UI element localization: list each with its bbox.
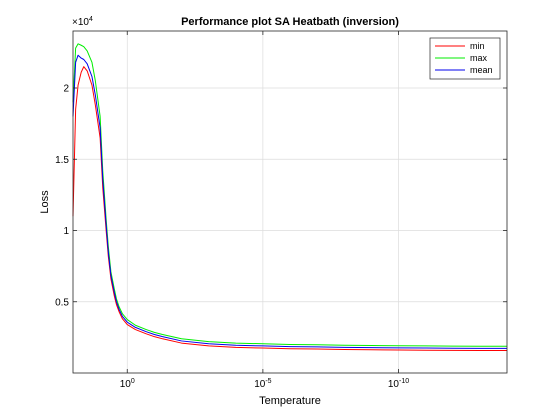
- x-tick-base: 10: [254, 379, 266, 390]
- x-tick-exponent: 0: [131, 378, 135, 385]
- legend-label-min: min: [470, 41, 485, 51]
- y-tick-label: 0.5: [55, 297, 69, 308]
- series-layer: [72, 43, 507, 351]
- axes-frame: [72, 30, 508, 374]
- y-axis-label: Loss: [39, 190, 51, 214]
- legend: min max mean: [429, 37, 501, 80]
- x-tick-label: 10-5: [254, 378, 271, 390]
- x-tick-exponent: -5: [265, 378, 271, 385]
- y-tick-label: 2: [63, 84, 69, 95]
- x-tick-exponent: -10: [399, 378, 409, 385]
- grid: [73, 31, 507, 373]
- plot-area: [73, 31, 507, 373]
- series-line-max: [72, 43, 507, 347]
- legend-label-mean: mean: [470, 65, 493, 75]
- x-tick-label: 10-10: [388, 378, 409, 390]
- y-tick-label: 1.5: [55, 155, 69, 166]
- x-axis-ticks: 100 10-5 10-10: [120, 31, 409, 390]
- y-axis-ticks: 0.5 1 1.5 2: [55, 84, 507, 308]
- series-line-mean: [72, 54, 507, 349]
- legend-label-max: max: [470, 53, 488, 63]
- y-multiplier: ×104: [72, 16, 93, 28]
- chart-title: Performance plot SA Heatbath (inversion): [181, 16, 399, 28]
- x-tick-base: 10: [388, 379, 400, 390]
- series-line-min: [72, 66, 507, 351]
- x-tick-base: 10: [120, 379, 132, 390]
- x-tick-label: 100: [120, 378, 135, 390]
- x-axis-label: Temperature: [259, 395, 321, 407]
- y-tick-label: 1: [63, 226, 69, 237]
